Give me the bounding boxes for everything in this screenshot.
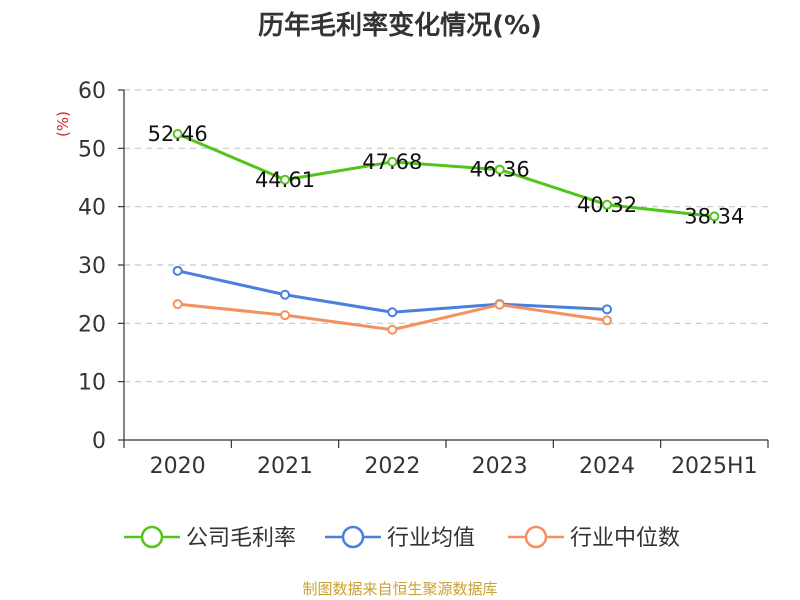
data-label: 44.61: [255, 168, 315, 192]
data-point[interactable]: [387, 156, 398, 167]
data-label: 52.46: [148, 122, 208, 146]
data-point[interactable]: [602, 304, 612, 315]
legend-item-2[interactable]: 行业中位数: [508, 525, 680, 551]
data-point[interactable]: [494, 164, 505, 175]
series-line-1: [177, 269, 608, 314]
x-tick-label: 2025H1: [671, 454, 758, 479]
y-axis-unit: (%): [54, 111, 72, 137]
y-tick-label: 20: [78, 312, 106, 337]
series-lines: [172, 128, 720, 335]
data-label: 38.34: [684, 204, 744, 228]
source-note: 制图数据来自恒生聚源数据库: [302, 580, 497, 598]
data-point[interactable]: [602, 199, 612, 210]
legend-label: 行业均值: [387, 526, 475, 551]
data-point[interactable]: [602, 315, 612, 326]
data-point[interactable]: [280, 174, 290, 185]
legend-label: 公司毛利率: [186, 526, 296, 551]
y-tick-label: 50: [78, 137, 106, 162]
x-tick-label: 2020: [150, 454, 206, 479]
data-point[interactable]: [494, 299, 505, 310]
legend-swatch-marker: [341, 525, 365, 549]
y-tick-label: 40: [78, 196, 106, 221]
legend-label: 行业中位数: [570, 526, 680, 551]
y-tick-label: 30: [78, 254, 106, 279]
data-point[interactable]: [172, 299, 183, 310]
data-point[interactable]: [387, 307, 398, 318]
legend[interactable]: 公司毛利率 行业均值 行业中位数: [124, 525, 680, 551]
legend-item-0[interactable]: 公司毛利率: [124, 525, 296, 551]
data-point[interactable]: [280, 310, 290, 321]
data-point[interactable]: [280, 289, 290, 300]
legend-swatch-marker: [524, 525, 548, 549]
data-point[interactable]: [172, 128, 183, 139]
x-tick-label: 2021: [257, 454, 313, 479]
data-point[interactable]: [172, 265, 183, 276]
data-point[interactable]: [709, 211, 720, 222]
data-labels: 52.46 44.61 47.68 46.36 40.32 38.34: [148, 122, 745, 228]
axes: 0 10 20 30 40 50 60 2020 2021 2022 2023 2024 2025H1: [78, 79, 769, 479]
data-point[interactable]: [387, 324, 398, 335]
y-tick-label: 0: [92, 429, 106, 454]
x-tick-label: 2022: [364, 454, 420, 479]
legend-swatch-marker: [140, 525, 164, 549]
data-label: 47.68: [362, 150, 422, 174]
data-label: 46.36: [470, 158, 530, 182]
y-tick-label: 10: [78, 371, 106, 396]
legend-item-1[interactable]: 行业均值: [325, 525, 475, 551]
series-line-0: [177, 132, 715, 218]
chart-title: 历年毛利率变化情况(%): [258, 10, 542, 41]
y-tick-label: 60: [78, 79, 106, 104]
data-label: 40.32: [577, 193, 637, 217]
x-tick-label: 2023: [472, 454, 528, 479]
x-tick-label: 2024: [579, 454, 635, 479]
grid-lines: [124, 89, 768, 383]
